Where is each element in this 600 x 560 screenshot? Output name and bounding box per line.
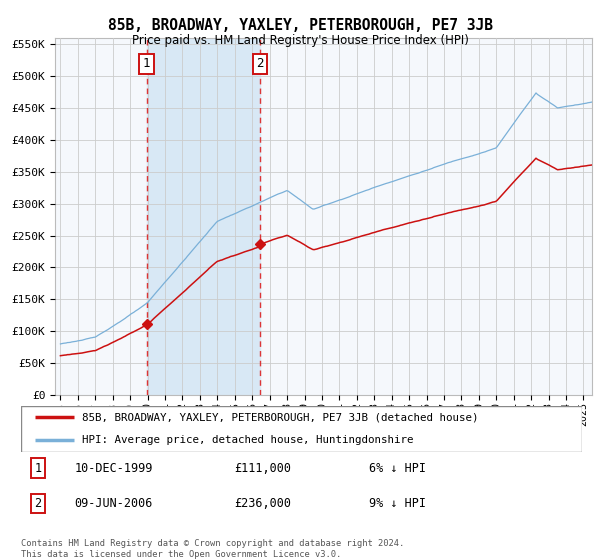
Text: Contains HM Land Registry data © Crown copyright and database right 2024.
This d: Contains HM Land Registry data © Crown c… [21, 539, 404, 559]
FancyBboxPatch shape [21, 406, 582, 452]
Text: 9% ↓ HPI: 9% ↓ HPI [369, 497, 426, 510]
Text: 2: 2 [34, 497, 41, 510]
Text: 10-DEC-1999: 10-DEC-1999 [74, 461, 152, 475]
Text: 1: 1 [34, 461, 41, 475]
Text: Price paid vs. HM Land Registry's House Price Index (HPI): Price paid vs. HM Land Registry's House … [131, 34, 469, 46]
Text: £236,000: £236,000 [234, 497, 291, 510]
Text: HPI: Average price, detached house, Huntingdonshire: HPI: Average price, detached house, Hunt… [82, 435, 413, 445]
Text: £111,000: £111,000 [234, 461, 291, 475]
Bar [146, 38, 260, 395]
Text: 1: 1 [143, 57, 151, 70]
Text: 85B, BROADWAY, YAXLEY, PETERBOROUGH, PE7 3JB: 85B, BROADWAY, YAXLEY, PETERBOROUGH, PE7… [107, 18, 493, 33]
Text: 2: 2 [256, 57, 263, 70]
Text: 85B, BROADWAY, YAXLEY, PETERBOROUGH, PE7 3JB (detached house): 85B, BROADWAY, YAXLEY, PETERBOROUGH, PE7… [82, 413, 478, 422]
Text: 09-JUN-2006: 09-JUN-2006 [74, 497, 152, 510]
Text: 6% ↓ HPI: 6% ↓ HPI [369, 461, 426, 475]
